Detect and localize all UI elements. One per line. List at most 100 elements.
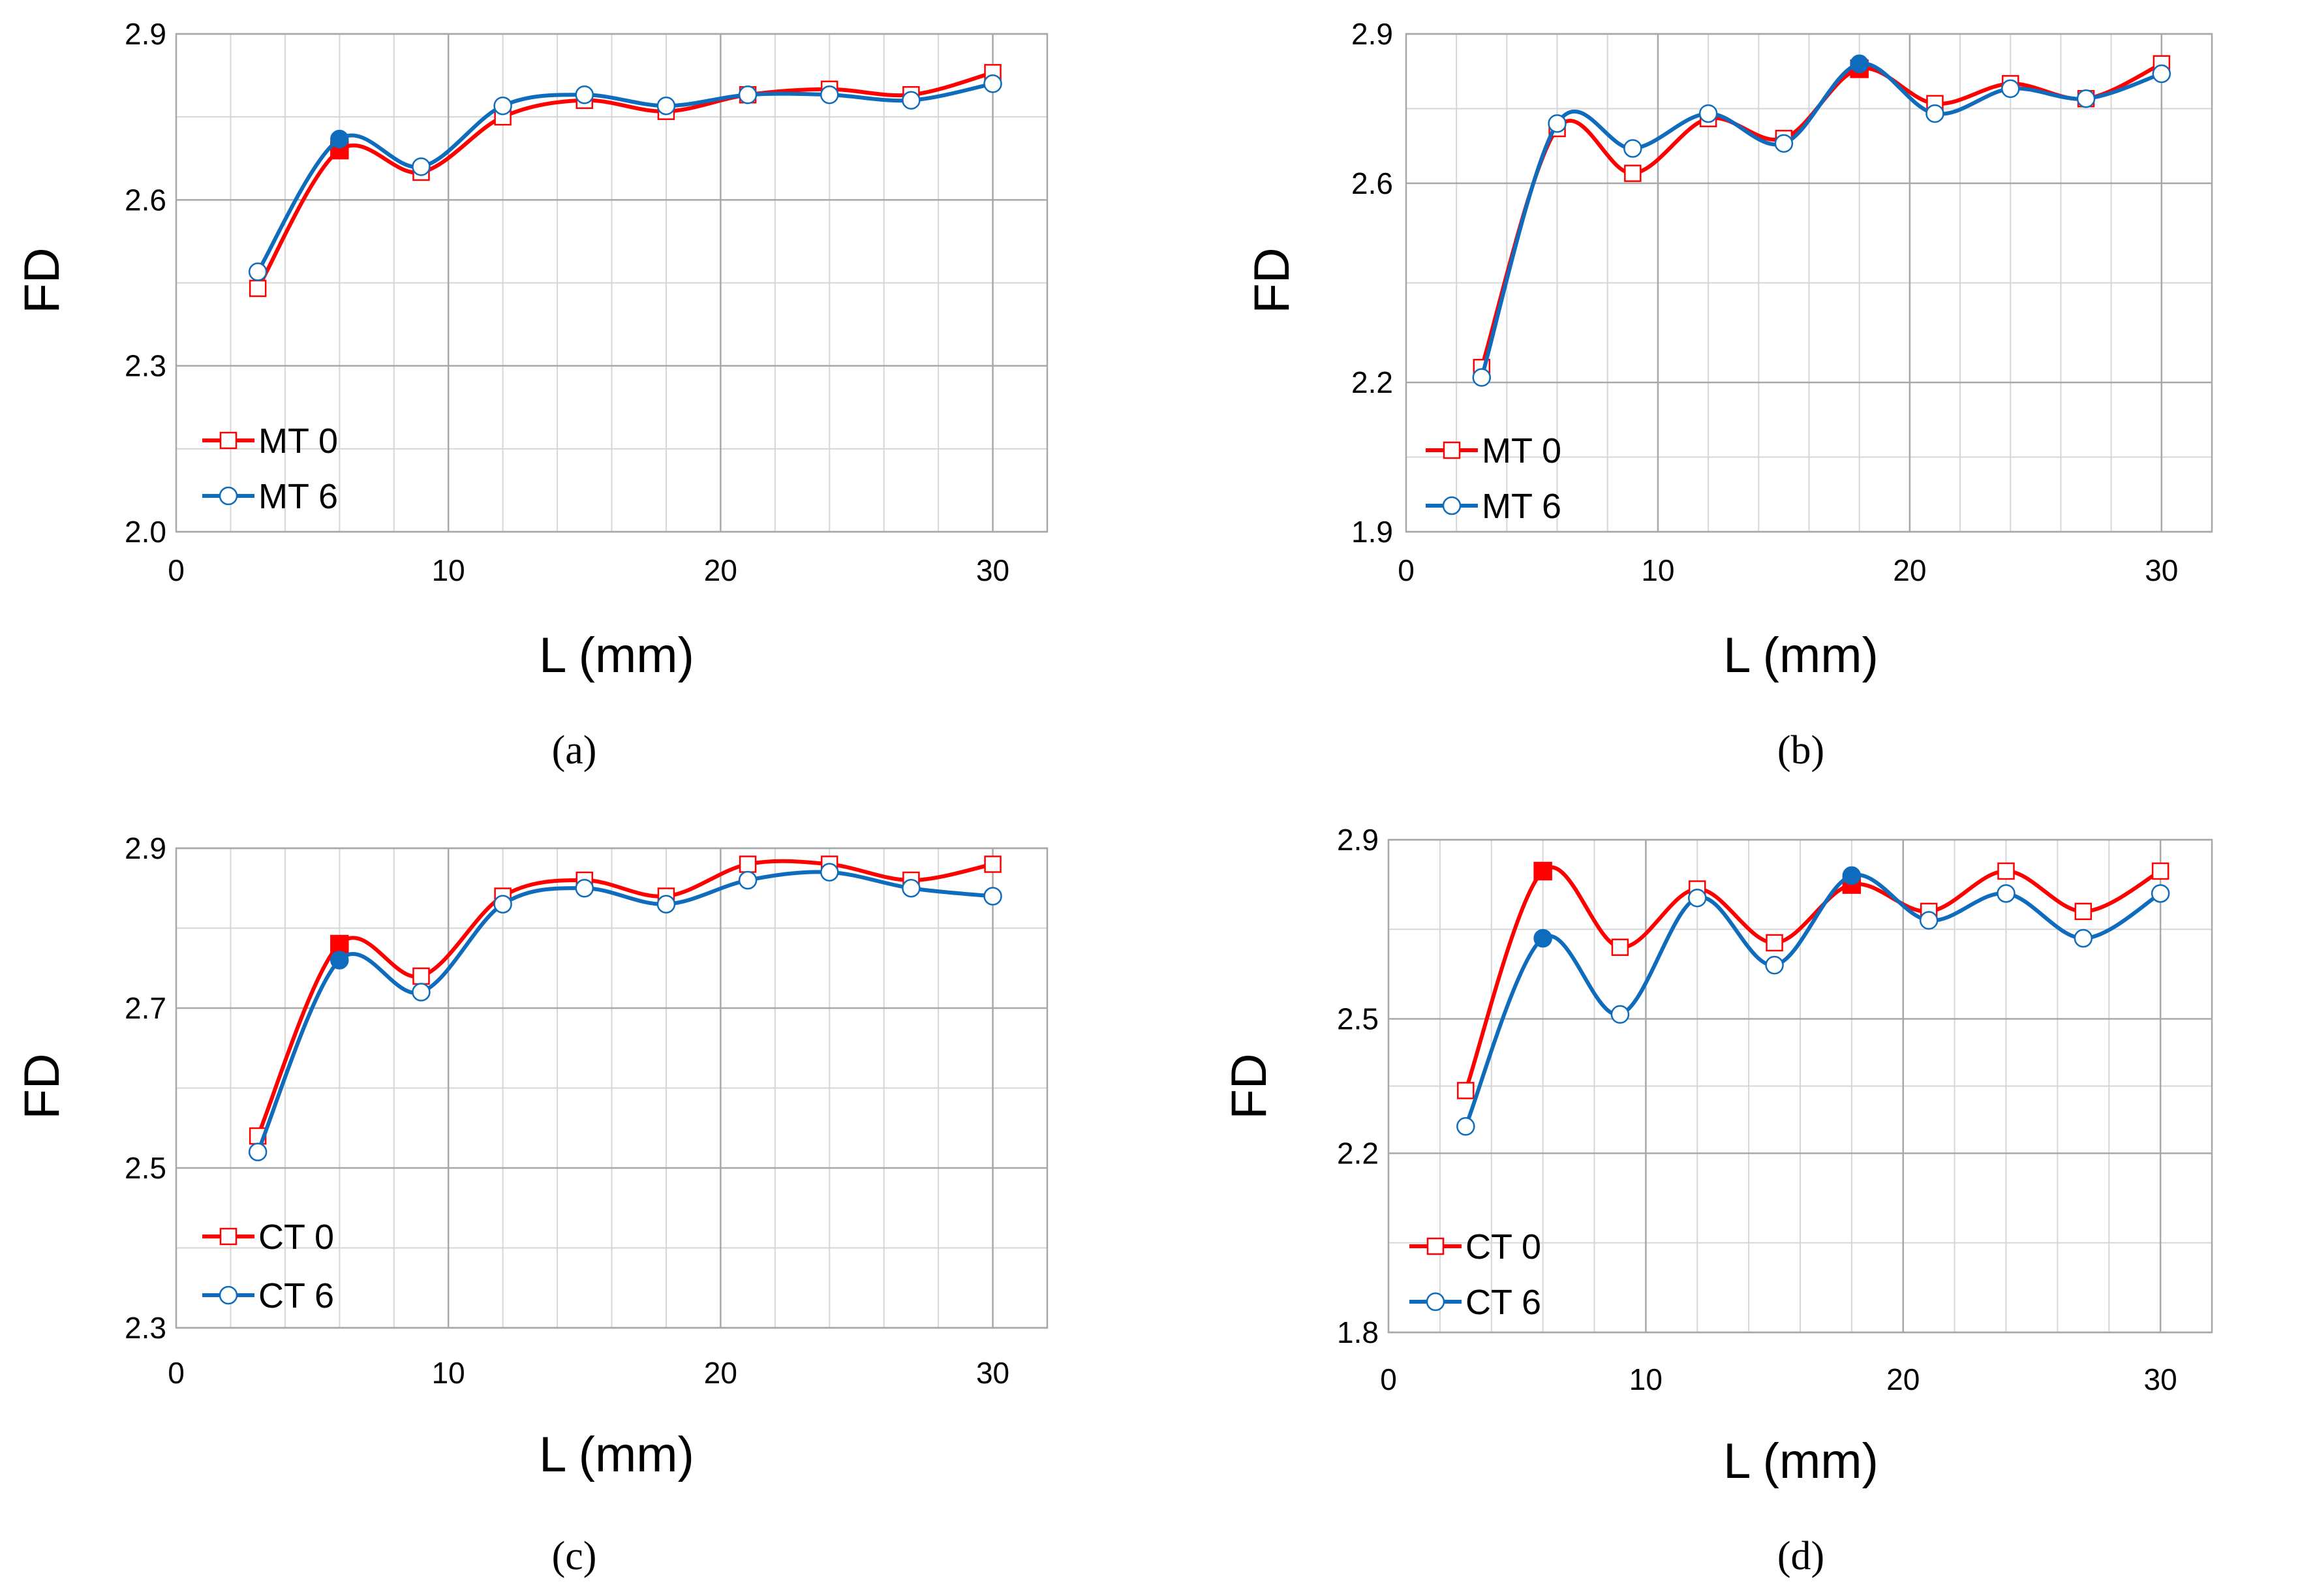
chart-c-data-point [738, 870, 758, 890]
chart-d-plot-frame [1387, 838, 2213, 1334]
chart-a-x-tick-label: 30 [976, 553, 1009, 587]
chart-d-legend-marker [1426, 1237, 1445, 1255]
chart-a-y-tick-label: 2.0 [125, 515, 166, 549]
chart-d-data-point [2074, 928, 2093, 948]
chart-d-data-point [1766, 934, 1783, 952]
chart-b-legend-entry: MT 0 [1426, 431, 1561, 470]
chart-a-data-point [248, 262, 268, 281]
chart-b-series-line-mt-0 [1479, 61, 2164, 370]
chart-d-data-point [1765, 955, 1784, 975]
chart-c-x-tick-label: 0 [168, 1356, 185, 1390]
chart-b-data-point [1698, 104, 1718, 123]
chart-b-legend-entry: MT 6 [1426, 487, 1561, 526]
chart-b-data-point [2076, 89, 2096, 108]
chart-d-data-point [1997, 862, 2015, 880]
chart-a-data-point [983, 74, 1002, 93]
chart-d-data-point [2074, 902, 2093, 921]
chart-a-data-point [493, 96, 512, 115]
chart-c-series-line-ct-6 [256, 870, 995, 1154]
chart-c-plot-frame [175, 847, 1049, 1329]
chart-a-data-point [902, 91, 921, 110]
chart-d-data-point [1457, 1082, 1475, 1099]
chart-d-legend-entry: CT 0 [1409, 1227, 1541, 1266]
chart-d-x-tick-label: 20 [1886, 1362, 1920, 1396]
chart-b-legend-label: MT 0 [1482, 431, 1561, 470]
chart-c-data-point [412, 967, 430, 985]
chart-d-y-tick-label: 1.8 [1337, 1315, 1379, 1349]
chart-a-y-axis-label: FD [14, 247, 70, 313]
chart-c-panel-caption: (c) [552, 1534, 597, 1578]
chart-c-legend-marker [219, 1227, 238, 1246]
chart-d-data-point [1456, 1117, 1475, 1136]
chart-d-legend-marker [1426, 1292, 1445, 1312]
chart-d-panel-caption: (d) [1777, 1534, 1824, 1578]
chart-c-data-point [983, 887, 1002, 906]
chart-c-data-point [739, 855, 757, 873]
chart-a-x-tick-label: 0 [168, 553, 185, 587]
chart-b-y-tick-label: 2.6 [1351, 166, 1393, 200]
chart-d-legend-label: CT 6 [1465, 1283, 1541, 1322]
chart-c-y-tick-label: 2.5 [125, 1151, 166, 1185]
chart-d-data-point [1688, 888, 1707, 908]
chart-d-x-tick-label: 10 [1629, 1362, 1663, 1396]
chart-b-data-point [1548, 114, 1567, 133]
chart-b-x-tick-label: 20 [1893, 553, 1926, 587]
chart-d-y-tick-label: 2.9 [1337, 823, 1379, 857]
chart-d-data-point [1611, 938, 1629, 956]
chart-d-x-tick-label: 0 [1380, 1362, 1397, 1396]
chart-b-plot-frame [1405, 33, 2213, 533]
chart-b-panel-caption: (b) [1777, 728, 1824, 773]
chart-c-x-tick-label: 30 [976, 1356, 1009, 1390]
chart-a-panel-caption: (a) [552, 728, 597, 773]
chart-a-data-point [656, 96, 676, 115]
chart-d-x-axis-label: L (mm) [1723, 1434, 1878, 1489]
chart-a-y-tick-label: 2.3 [125, 349, 166, 383]
chart-d-y-tick-label: 2.2 [1337, 1136, 1379, 1170]
chart-c-data-point [330, 951, 349, 970]
chart-c-series-line-ct-0 [256, 859, 995, 1138]
chart-c-data-point [412, 983, 431, 1002]
chart-b-data-point [1624, 164, 1642, 182]
chart-c-data-point [820, 863, 839, 882]
chart-c-data-point [493, 895, 512, 913]
chart-d-data-point [2151, 862, 2170, 880]
chart-c-y-tick-label: 2.9 [125, 831, 166, 865]
chart-b-data-point [2152, 64, 2171, 84]
chart-c-y-axis-label: FD [14, 1053, 70, 1119]
chart-d-y-tick-label: 2.5 [1337, 1002, 1379, 1036]
chart-b-series-line-mt-6 [1479, 61, 2164, 380]
chart-a: 0 10 20 30 2.0 2.3 2.6 2.9 L (mm) FD (a) MT 0 MT 6 [14, 17, 1049, 773]
chart-b-legend-marker [1443, 441, 1461, 459]
chart-a-legend-entry: MT 6 [202, 477, 338, 516]
chart-b: 0 10 20 30 1.9 2.2 2.6 2.9 L (mm) FD (b) MT 0 MT 6 [1244, 17, 2213, 773]
chart-a-legend-label: MT 0 [258, 422, 338, 461]
chart-d-legend-entry: CT 6 [1409, 1283, 1541, 1322]
chart-c-legend-entry: CT 6 [202, 1276, 334, 1315]
chart-a-legend-entry: MT 0 [202, 422, 338, 461]
chart-b-data-point [1774, 134, 1794, 153]
chart-b-y-axis-label: FD [1244, 247, 1300, 313]
chart-a-series-line-mt-6 [256, 82, 995, 274]
chart-b-x-axis-label: L (mm) [1723, 628, 1878, 683]
chart-d-data-point [1919, 911, 1939, 930]
chart-d-series-line-ct-0 [1464, 865, 2163, 1093]
chart-c: 0 10 20 30 2.3 2.5 2.7 2.9 L (mm) FD (c) CT 0 CT 6 [14, 831, 1049, 1578]
chart-c-legend-label: CT 6 [258, 1276, 334, 1315]
chart-c-legend-label: CT 0 [258, 1218, 334, 1257]
chart-b-x-tick-label: 30 [2145, 553, 2178, 587]
chart-a-y-tick-label: 2.9 [125, 17, 166, 51]
chart-b-legend-label: MT 6 [1482, 487, 1561, 526]
chart-c-legend-entry: CT 0 [202, 1218, 334, 1257]
chart-d-legend-label: CT 0 [1465, 1227, 1541, 1266]
chart-c-data-point [656, 895, 676, 913]
chart-a-series-line-mt-0 [256, 70, 995, 290]
chart-a-data-point [575, 85, 594, 104]
chart-a-data-point [820, 85, 839, 104]
chart-b-data-point [1472, 368, 1492, 387]
chart-d-data-point [1842, 866, 1862, 885]
chart-a-plot-frame [175, 33, 1049, 533]
chart-a-x-tick-label: 20 [704, 553, 737, 587]
chart-b-y-tick-label: 1.9 [1351, 515, 1393, 549]
chart-c-x-axis-label: L (mm) [539, 1427, 694, 1482]
